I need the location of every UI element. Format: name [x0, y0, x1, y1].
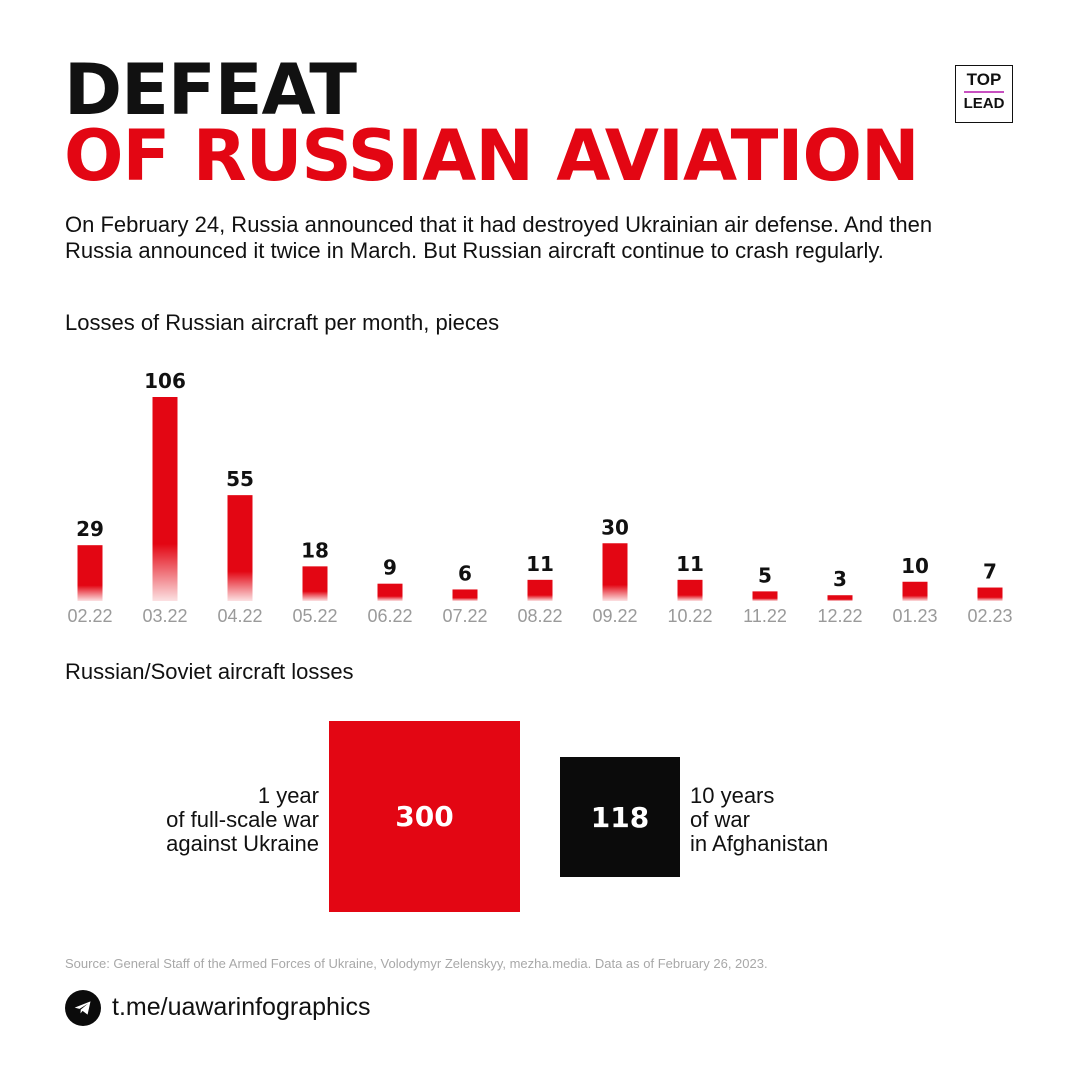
afghanistan-label-line-2: of war — [690, 807, 750, 832]
bar-10.22 — [677, 579, 703, 601]
bar-05.22 — [302, 566, 328, 601]
bar-09.22 — [602, 543, 628, 601]
x-tick-label: 09.22 — [592, 606, 637, 626]
comparison-title: Russian/Soviet aircraft losses — [65, 659, 354, 684]
bar-04.22 — [227, 495, 253, 601]
ukraine-losses-box: 300 — [329, 721, 520, 912]
x-tick-label: 06.22 — [367, 606, 412, 626]
bar-02.23 — [977, 587, 1003, 601]
bar-12.22 — [827, 595, 853, 601]
x-tick-label: 08.22 — [517, 606, 562, 626]
bar-08.22 — [527, 579, 553, 601]
bar-value-label: 11 — [676, 552, 704, 576]
logo-divider — [964, 91, 1004, 93]
bar-06.22 — [377, 583, 403, 601]
afghanistan-label-line-3: in Afghanistan — [690, 831, 829, 856]
source-note: Source: General Staff of the Armed Force… — [65, 956, 768, 971]
bar-value-label: 10 — [901, 554, 929, 578]
afghanistan-war-label: 10 years of war in Afghanistan — [690, 784, 950, 856]
bar-value-label: 7 — [983, 560, 997, 584]
ukraine-label-line-1: 1 year — [257, 783, 319, 808]
bar-03.22 — [152, 397, 178, 601]
x-tick-label: 04.22 — [217, 606, 262, 626]
title-line-2: OF RUSSIAN AVIATION — [64, 115, 920, 197]
bar-value-label: 29 — [76, 517, 104, 541]
afghanistan-losses-value: 118 — [590, 800, 650, 834]
bar-value-label: 55 — [226, 467, 254, 491]
bar-value-label: 3 — [833, 567, 847, 591]
x-tick-label: 03.22 — [142, 606, 187, 626]
ukraine-label-line-2: of full-scale war — [166, 807, 319, 832]
afghanistan-losses-box: 118 — [560, 757, 680, 877]
x-tick-label: 12.22 — [817, 606, 862, 626]
afghanistan-label-line-1: 10 years — [690, 783, 775, 808]
bar-01.23 — [902, 581, 928, 601]
x-tick-label: 01.23 — [892, 606, 937, 626]
title-line-1: DEFEAT — [64, 49, 357, 131]
ukraine-losses-value: 300 — [395, 800, 454, 833]
bar-value-label: 18 — [301, 538, 329, 562]
x-tick-label: 02.23 — [967, 606, 1012, 626]
x-tick-label: 02.22 — [67, 606, 112, 626]
ukraine-war-label: 1 year of full-scale war against Ukraine — [100, 784, 319, 856]
top-lead-logo: TOP LEAD — [955, 65, 1013, 123]
bar-02.22 — [77, 545, 103, 601]
telegram-icon[interactable] — [65, 990, 101, 1026]
bar-07.22 — [452, 589, 478, 601]
logo-top-text: TOP — [966, 70, 1002, 89]
bar-value-label: 106 — [144, 369, 186, 393]
bar-value-label: 9 — [383, 556, 397, 580]
intro-text: On February 24, Russia announced that it… — [65, 212, 933, 263]
telegram-plane-glyph — [74, 1001, 91, 1015]
x-tick-label: 07.22 — [442, 606, 487, 626]
x-tick-label: 05.22 — [292, 606, 337, 626]
monthly-losses-chart: 29 02.22 106 03.22 55 04.22 18 05.22 9 06.22 6 07.2… — [67, 369, 1012, 626]
bar-value-label: 6 — [458, 561, 472, 585]
x-tick-label: 10.22 — [667, 606, 712, 626]
ukraine-label-line-3: against Ukraine — [166, 831, 319, 856]
chart-title: Losses of Russian aircraft per month, pi… — [65, 310, 500, 335]
logo-bottom-text: LEAD — [963, 94, 1005, 112]
telegram-link[interactable]: t.me/uawarinfographics — [112, 993, 371, 1021]
x-tick-label: 11.22 — [743, 606, 787, 626]
bar-value-label: 5 — [758, 563, 772, 587]
bar-value-label: 11 — [526, 552, 554, 576]
bar-value-label: 30 — [601, 515, 629, 539]
bar-11.22 — [752, 591, 778, 601]
